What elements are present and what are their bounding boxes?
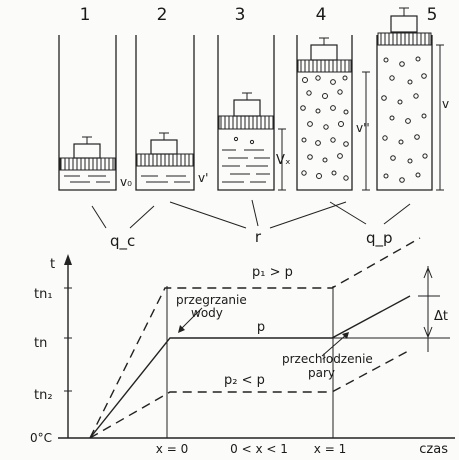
- volume-label-2: v': [198, 171, 208, 185]
- cylinder-2: v': [135, 35, 208, 191]
- heat-label-qc: q_c: [110, 232, 135, 251]
- piston: [59, 157, 116, 171]
- curve-label-p: p: [257, 320, 265, 335]
- graph-axes: [58, 254, 455, 439]
- heat-label-qp: q_p: [366, 229, 393, 248]
- volume-label-4: v'': [356, 121, 370, 135]
- volume-label-3: Vₓ: [276, 153, 291, 168]
- heat-label-r: r: [255, 228, 262, 246]
- cylinder-5: v: [376, 7, 449, 191]
- y-tick-tn2: tn₂: [34, 388, 53, 403]
- volume-label-5: v: [442, 97, 449, 111]
- x-tick-x0: x = 0: [156, 442, 188, 456]
- y-tick-0c: 0°C: [30, 431, 52, 445]
- curve-label-p1: p₁ > p: [252, 265, 293, 280]
- heat-label-pointers: [91, 199, 411, 229]
- piston: [136, 153, 194, 167]
- piston: [377, 32, 432, 46]
- piston: [297, 59, 352, 73]
- cylinder-number-2: 2: [157, 5, 168, 25]
- cylinder-number-1: 1: [80, 5, 91, 25]
- x-axis-label: czas: [419, 442, 448, 457]
- annotation-subcooling-1: przechłodzenie: [282, 352, 373, 366]
- cylinder-number-5: 5: [427, 5, 438, 25]
- annotation-delta-t: Δt: [434, 309, 448, 324]
- x-tick-x1: x = 1: [314, 442, 346, 456]
- y-tick-tn: tn: [34, 336, 47, 351]
- x-tick-range: 0 < x < 1: [230, 442, 288, 456]
- annotation-superheating-1: przegrzanie: [176, 293, 247, 307]
- piston: [218, 115, 274, 130]
- volume-label-1: v₀: [120, 175, 132, 189]
- delta-t-bracket: [418, 266, 440, 352]
- curve-p2: [89, 349, 411, 439]
- y-axis-label: t: [50, 257, 55, 272]
- cylinder-3: Vₓ: [217, 35, 291, 191]
- cylinder-number-3: 3: [235, 5, 246, 25]
- curve-p: [89, 295, 411, 439]
- cylinder-number-4: 4: [316, 5, 327, 25]
- curve-label-p2: p₂ < p: [224, 373, 265, 388]
- cylinder-1: v₀: [58, 35, 132, 191]
- curve-p1: [89, 237, 421, 439]
- annotation-subcooling-2: pary: [308, 366, 335, 380]
- cylinder-4: v'': [296, 35, 370, 191]
- annotation-superheating-2: wody: [191, 306, 223, 320]
- y-tick-tn1: tn₁: [34, 287, 53, 302]
